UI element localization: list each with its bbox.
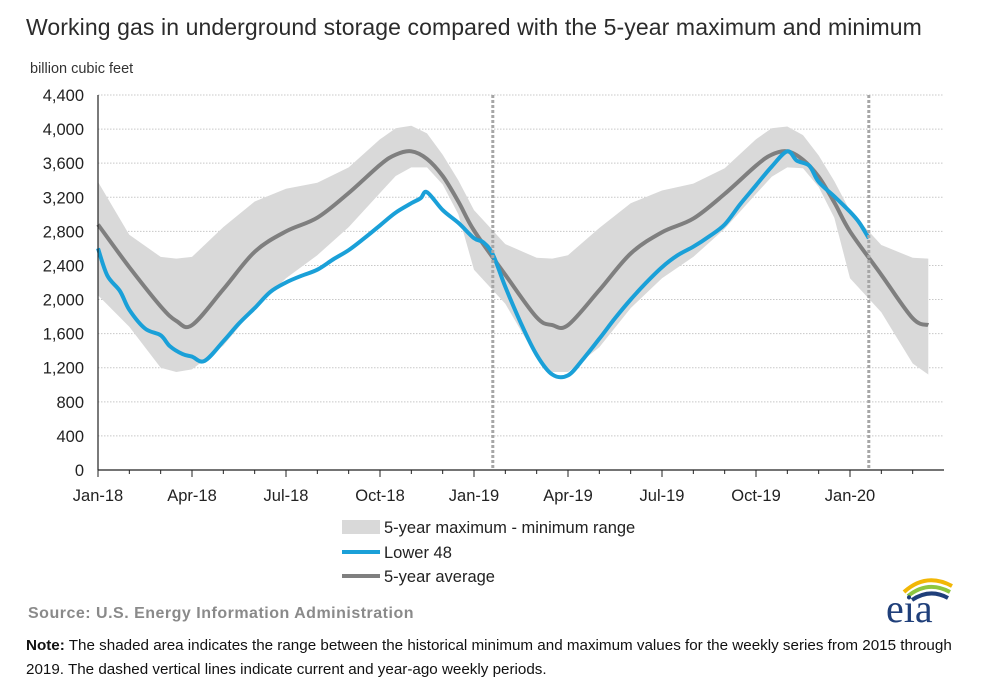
y-ticks: 0 400 800 1,200 1,600 2,000 2,400 2,800 3,200 3,6… [43,87,84,480]
x-tick-label: Jan-20 [825,487,875,505]
y-tick-label: 2,800 [43,223,84,241]
y-tick-label: 4,000 [43,121,84,139]
source-text: Source: U.S. Energy Information Administ… [28,605,414,622]
legend-label-range: 5-year maximum - minimum range [384,519,635,537]
legend-label-lower48: Lower 48 [384,544,452,562]
x-tick-label: Jul-19 [640,487,685,505]
x-tick-label: Apr-18 [167,487,217,505]
x-tick-label: Jul-18 [264,487,309,505]
range-band [98,125,929,375]
legend-swatch-range [342,520,380,534]
y-tick-label: 1,600 [43,326,84,344]
axes [97,95,944,471]
note-label: Note: [26,637,65,654]
note-text: Note: The shaded area indicates the rang… [26,634,976,682]
x-tick-label: Jan-19 [449,487,499,505]
chart-plot: 0 400 800 1,200 1,600 2,000 2,400 2,800 3,200 3,6… [43,87,944,586]
y-tick-label: 800 [56,394,84,412]
legend-label-average: 5-year average [384,568,495,586]
dashed-vlines [491,95,871,470]
range-band-layer [98,125,929,375]
y-axis-label: billion cubic feet [30,61,134,77]
y-tick-label: 1,200 [43,360,84,378]
x-tick-label: Jan-18 [73,487,123,505]
y-tick-label: 3,600 [43,155,84,173]
y-tick-label: 3,200 [43,189,84,207]
x-tick-label: Oct-18 [355,487,405,505]
x-ticks: Jan-18 Apr-18 Jul-18 Oct-18 Jan-19 Apr-19 Jul-… [73,470,914,505]
legend: 5-year maximum - minimum range Lower 48 … [342,519,635,586]
y-tick-label: 400 [56,428,84,446]
eia-logo-icon [902,578,953,602]
y-tick-label: 0 [75,462,84,480]
y-tick-label: 4,400 [43,87,84,105]
x-tick-label: Apr-19 [543,487,593,505]
eia-logo-text: eia [886,586,933,631]
y-tick-label: 2,000 [43,292,84,310]
series-line-lower-48 [96,149,871,380]
y-tick-label: 2,400 [43,257,84,275]
series-layer [96,149,930,380]
series-line-5-year-average [96,149,930,330]
x-tick-label: Oct-19 [731,487,781,505]
note-body: The shaded area indicates the range betw… [26,637,952,678]
chart-title: Working gas in underground storage compa… [26,14,922,40]
